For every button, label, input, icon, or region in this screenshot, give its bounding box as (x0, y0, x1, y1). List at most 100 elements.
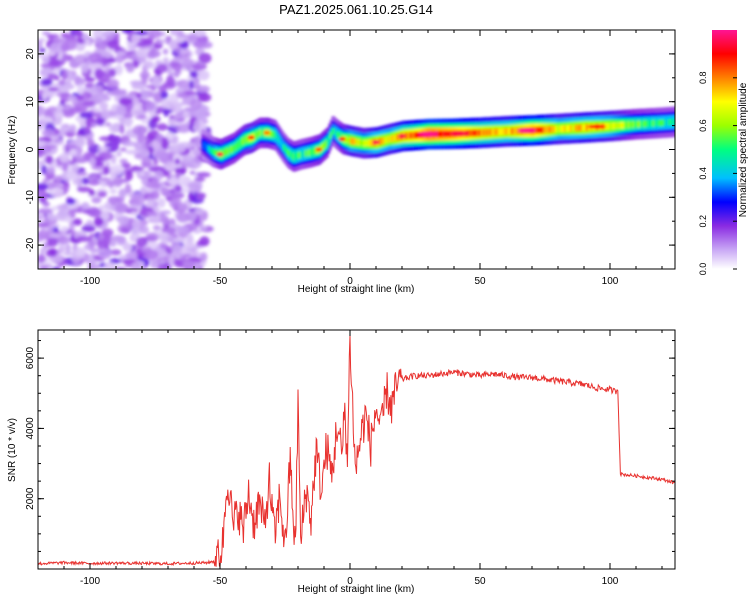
noise-cell (182, 260, 195, 269)
ridge-cell (537, 126, 540, 134)
noise-cell (52, 37, 63, 44)
noise-cell (136, 49, 147, 59)
ridge-cell (231, 145, 234, 153)
noise-cell (109, 188, 117, 195)
noise-cell (86, 219, 94, 227)
noise-cell (80, 63, 89, 74)
snr-panel: -100 -50 0 50 100 2000 4000 6000 Height of stra… (7, 329, 676, 595)
noise-cell (110, 249, 122, 256)
ridge-cell (545, 126, 548, 133)
noise-cell (119, 123, 125, 135)
ridge-peak (372, 140, 380, 145)
noise-cell (139, 148, 150, 157)
ridge-cell (279, 139, 282, 147)
noise-cell (56, 204, 70, 211)
ridge-cell (649, 120, 652, 127)
noise-cell (46, 34, 55, 39)
noise-cell (165, 161, 175, 172)
ridge-cell (535, 126, 538, 134)
noise-cell (54, 117, 62, 125)
noise-cell (97, 146, 110, 151)
noise-cell (189, 170, 196, 175)
ridge-cell (254, 132, 257, 139)
noise-cell (130, 196, 146, 206)
ridge-cell (516, 127, 520, 135)
ridge-cell (574, 124, 577, 132)
y-tick-label: 2000 (25, 487, 36, 510)
noise-cell (177, 225, 190, 234)
noise-cell (105, 122, 111, 127)
noise-cell (132, 219, 141, 231)
ridge-cell (204, 143, 208, 151)
ridge-cell (336, 130, 339, 138)
ridge-cell (225, 148, 228, 156)
ridge-cell (362, 139, 365, 147)
noise-cell (71, 162, 80, 173)
noise-cell (194, 159, 200, 165)
noise-cell (168, 39, 178, 50)
noise-cell (42, 31, 51, 36)
ridge-cell (289, 151, 292, 158)
noise-cell (38, 229, 48, 240)
ridge-cell (297, 152, 300, 159)
noise-cell (169, 197, 182, 209)
ridge-cell (504, 128, 507, 135)
noise-cell (58, 245, 68, 252)
ridge-cell (633, 121, 637, 128)
ridge-cell (471, 129, 474, 137)
noise-cell (159, 210, 172, 215)
x-tick-label: -50 (213, 276, 228, 287)
ridge-cell (226, 147, 229, 155)
ridge-cell (496, 128, 499, 136)
noise-cell (170, 192, 185, 199)
noise-cell (174, 185, 182, 192)
noise-cell (77, 38, 85, 44)
noise-cell (41, 128, 56, 138)
noise-cell (201, 116, 207, 121)
ridge-cell (646, 120, 649, 127)
noise-cell (94, 68, 105, 79)
noise-cell (115, 66, 122, 76)
ridge-cell (212, 148, 215, 156)
ridge-cell (272, 131, 275, 138)
noise-cell (154, 150, 170, 160)
noise-cell (47, 73, 59, 80)
ridge-cell (367, 139, 370, 147)
ridge-cell (657, 119, 660, 127)
noise-cell (120, 117, 134, 125)
noise-cell (83, 100, 95, 107)
ridge-cell (479, 129, 482, 137)
ridge-cell (507, 127, 510, 135)
ridge-cell (410, 132, 413, 139)
ridge-cell (629, 121, 632, 128)
noise-cell (141, 157, 153, 168)
noise-cell (97, 242, 106, 250)
x-tick-label: -100 (80, 276, 100, 287)
noise-cell (197, 38, 208, 43)
noise-cell (78, 247, 86, 256)
noise-cell (160, 91, 169, 99)
ridge-cell (328, 135, 331, 143)
ridge-cell (612, 122, 615, 130)
noise-cell (152, 225, 161, 230)
noise-cell (200, 106, 210, 112)
ridge-cell (638, 120, 641, 128)
noise-cell (141, 74, 148, 86)
noise-cell (116, 235, 127, 245)
noise-cell (187, 182, 200, 189)
noise-cell (105, 35, 114, 41)
noise-cell (97, 85, 104, 94)
colorbar-tick-label: 0.6 (698, 119, 708, 132)
noise-cell (41, 164, 47, 175)
noise-cell (118, 215, 130, 226)
noise-cell (172, 244, 183, 252)
ridge-cell (395, 134, 398, 141)
noise-cell (115, 106, 127, 116)
signal-ridge (201, 106, 675, 172)
noise-cell (104, 142, 119, 153)
ridge-cell (304, 150, 307, 157)
noise-cell (40, 116, 52, 121)
noise-cell (51, 69, 61, 75)
noise-cell (155, 170, 164, 181)
noise-cell (146, 182, 161, 189)
